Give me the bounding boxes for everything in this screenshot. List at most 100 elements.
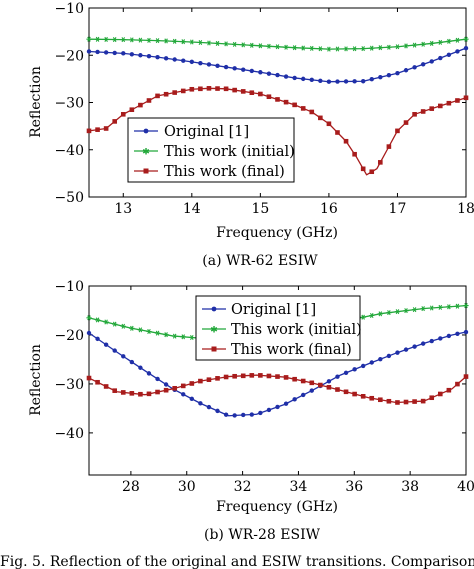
data-point bbox=[249, 68, 254, 74]
data-point bbox=[172, 385, 177, 391]
data-point bbox=[437, 391, 443, 397]
data-point bbox=[352, 151, 357, 157]
data-point bbox=[377, 311, 383, 317]
data-point bbox=[335, 130, 340, 135]
data-point bbox=[454, 303, 461, 309]
data-point bbox=[206, 86, 212, 91]
data-point bbox=[137, 327, 144, 333]
data-point bbox=[300, 378, 306, 384]
data-point bbox=[198, 60, 203, 66]
data-point bbox=[455, 331, 460, 337]
data-point bbox=[240, 373, 246, 379]
chart-wr62: 13 14 15 16 17 18 −10 −20 −30 −40 −50 Frequency (G… bbox=[28, 1, 474, 269]
data-point bbox=[437, 39, 443, 45]
data-point bbox=[463, 95, 469, 101]
data-point bbox=[360, 166, 366, 172]
data-point bbox=[378, 160, 383, 165]
x-axis-label: Frequency (GHz) bbox=[216, 225, 338, 241]
data-point bbox=[215, 86, 220, 91]
data-point bbox=[181, 58, 186, 63]
data-point bbox=[129, 52, 135, 57]
y-tick-label: −10 bbox=[54, 279, 84, 295]
data-point bbox=[455, 98, 460, 103]
data-point bbox=[206, 40, 212, 46]
data-point bbox=[189, 381, 195, 386]
y-axis-label: Reflection bbox=[28, 344, 44, 416]
data-point bbox=[455, 381, 460, 387]
data-point bbox=[420, 341, 426, 346]
figure-footer: Fig. 5. Reflection of the original and E… bbox=[0, 554, 474, 569]
data-point bbox=[146, 53, 152, 59]
data-point bbox=[334, 46, 341, 52]
data-point bbox=[369, 395, 375, 401]
data-point bbox=[138, 53, 143, 58]
series-1 bbox=[86, 36, 469, 52]
y-tick-label: −40 bbox=[54, 426, 84, 442]
data-point bbox=[463, 329, 469, 335]
data-point bbox=[326, 384, 332, 390]
data-point bbox=[206, 404, 212, 410]
data-point bbox=[326, 121, 332, 127]
data-point bbox=[163, 38, 169, 44]
data-point bbox=[386, 144, 392, 149]
data-point bbox=[189, 39, 195, 45]
legend-entry-final: This work (final) bbox=[134, 164, 285, 180]
data-point bbox=[189, 59, 195, 65]
data-point bbox=[137, 37, 144, 43]
data-point bbox=[172, 57, 177, 62]
data-point bbox=[429, 305, 435, 311]
data-point bbox=[120, 323, 126, 329]
legend-entry-original: Original [1] bbox=[134, 124, 249, 140]
data-point bbox=[309, 77, 314, 83]
data-point bbox=[215, 63, 220, 68]
data-point bbox=[138, 391, 143, 397]
data-point bbox=[112, 119, 118, 124]
data-point bbox=[318, 382, 323, 388]
data-point bbox=[138, 365, 143, 370]
data-point bbox=[360, 363, 366, 369]
data-point bbox=[446, 304, 452, 310]
data-point bbox=[266, 407, 272, 413]
data-point bbox=[240, 89, 246, 94]
data-point bbox=[309, 388, 314, 393]
data-point bbox=[206, 377, 212, 382]
data-point bbox=[352, 79, 357, 84]
series-0 bbox=[86, 45, 469, 84]
data-point bbox=[146, 37, 152, 43]
data-point bbox=[292, 376, 297, 382]
data-point bbox=[454, 37, 461, 43]
data-point bbox=[258, 70, 263, 75]
legend: Original [1] ✱ This work (initial) This … bbox=[127, 117, 295, 183]
data-point bbox=[463, 45, 469, 51]
data-point bbox=[395, 71, 400, 76]
series-line bbox=[88, 374, 467, 404]
data-point bbox=[429, 338, 434, 344]
data-point bbox=[198, 378, 203, 384]
series-0 bbox=[86, 329, 469, 418]
data-point bbox=[309, 45, 315, 51]
data-point bbox=[189, 334, 195, 341]
data-point bbox=[215, 376, 220, 381]
data-point bbox=[95, 379, 100, 385]
data-point bbox=[103, 36, 109, 42]
data-point bbox=[378, 75, 383, 80]
legend-label: This work (initial) bbox=[164, 144, 295, 160]
data-point bbox=[455, 49, 460, 54]
data-point bbox=[283, 99, 289, 105]
data-point bbox=[420, 62, 426, 67]
data-point bbox=[352, 391, 357, 397]
data-point bbox=[112, 388, 118, 393]
data-point bbox=[378, 357, 383, 362]
data-point bbox=[283, 375, 289, 380]
data-point bbox=[266, 43, 272, 49]
data-point bbox=[394, 44, 401, 50]
data-point bbox=[223, 86, 229, 92]
y-tick-label: −40 bbox=[54, 143, 84, 159]
legend-marker: ✱ bbox=[142, 148, 150, 158]
data-point bbox=[292, 75, 297, 81]
data-point bbox=[103, 342, 109, 347]
data-point bbox=[180, 88, 186, 94]
data-point bbox=[343, 79, 349, 84]
data-point bbox=[112, 321, 118, 327]
data-point bbox=[318, 115, 323, 121]
